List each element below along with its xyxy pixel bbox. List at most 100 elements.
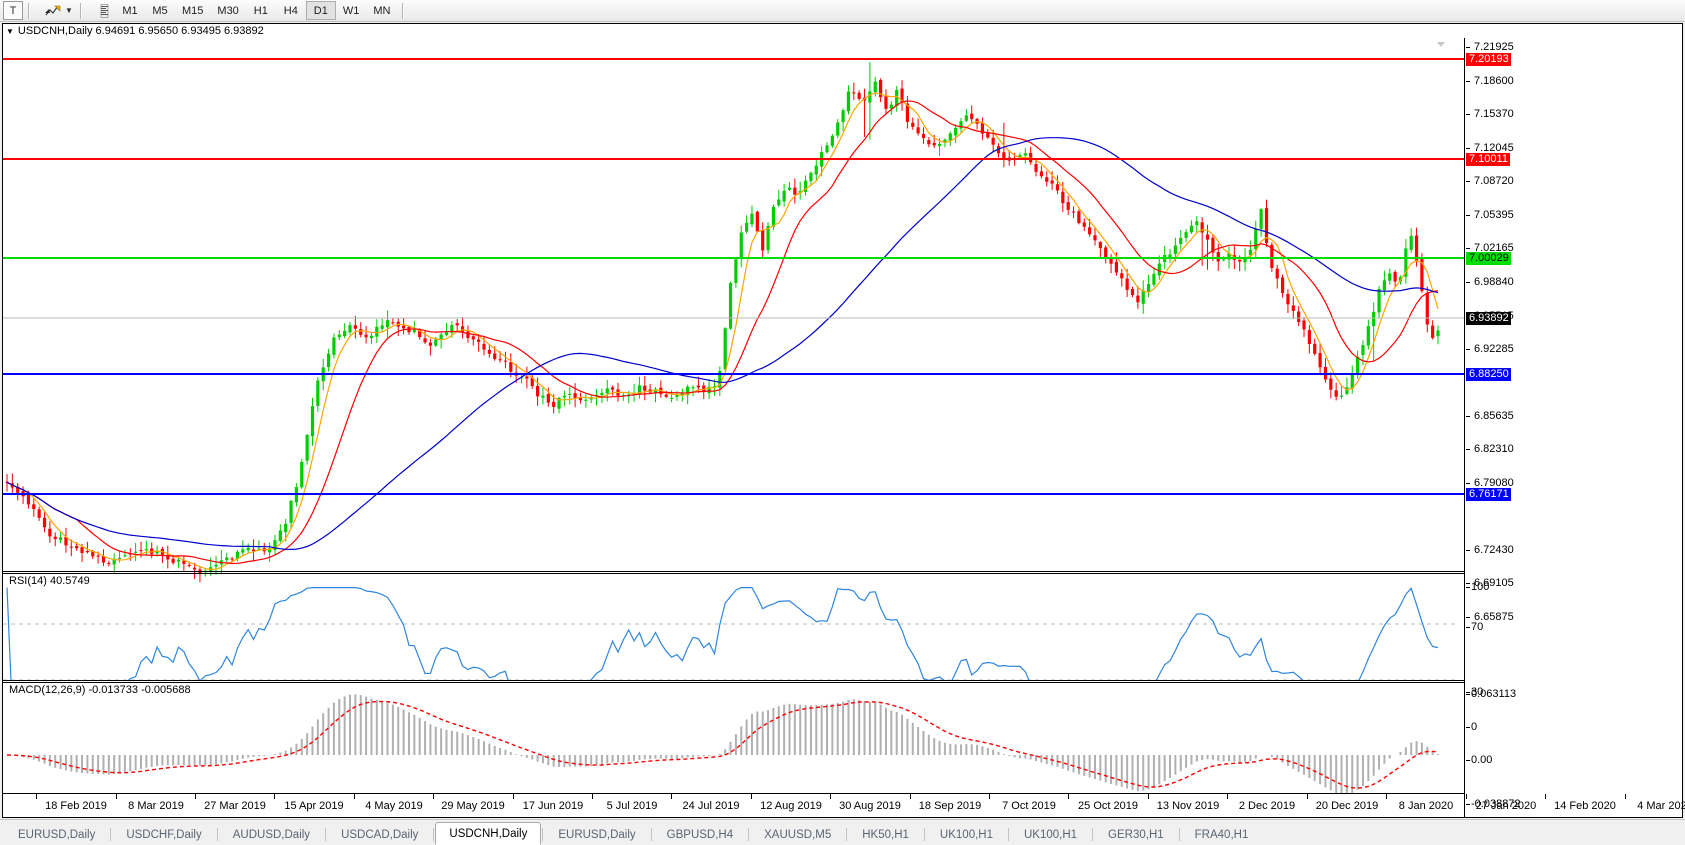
date-axis[interactable]: 18 Feb 2019 8 Mar 2019 27 Mar 2019 15 Apr 2… — [3, 793, 1685, 817]
collapse-caret-icon[interactable]: ▼ — [6, 26, 14, 36]
rsi-axis-tick — [1466, 587, 1470, 588]
rsi-axis-label: 70 — [1471, 621, 1484, 633]
axis-tick — [1466, 282, 1470, 283]
price-axis-label: 7.05395 — [1474, 209, 1514, 221]
date-axis-label: 29 May 2019 — [441, 800, 505, 812]
axis-tick — [1466, 47, 1470, 48]
macd-axis-label: 0.00 — [1471, 754, 1493, 766]
price-axis-label: 7.18600 — [1474, 75, 1514, 87]
timeframe-h1[interactable]: H1 — [253, 4, 268, 17]
date-axis-label: 5 Jul 2019 — [606, 800, 658, 812]
price-axis[interactable]: 7.21925 7.18600 7.15370 7.12045 7.08720 7.053… — [1464, 24, 1682, 817]
chart-tab-usdcad-daily[interactable]: USDCAD,Daily — [341, 829, 419, 841]
date-axis-label: 27 Mar 2019 — [204, 800, 266, 812]
date-axis-label: 20 Dec 2019 — [1315, 800, 1379, 812]
price-series-svg — [5, 62, 1440, 583]
chart-tab-fra40-h1[interactable]: FRA40,H1 — [1194, 829, 1249, 841]
macd-panel-separator-2 — [3, 682, 1464, 683]
timeframe-m5[interactable]: M5 — [152, 4, 168, 17]
chart-tab-eurusd-daily[interactable]: EURUSD,Daily — [558, 829, 636, 841]
date-tick — [36, 794, 37, 799]
date-tick — [1466, 794, 1467, 799]
date-tick — [116, 794, 117, 799]
macd-indicator-label[interactable]: MACD(12,26,9) -0.013733 -0.005688 — [7, 684, 193, 696]
date-axis-label: 2 Dec 2019 — [1238, 800, 1296, 812]
price-axis-label: 6.79080 — [1474, 477, 1514, 489]
rsi-panel-separator — [3, 571, 1464, 572]
chart-tab-usdchf-daily[interactable]: USDCHF,Daily — [126, 829, 202, 841]
price-axis-label: 7.02165 — [1474, 242, 1514, 254]
tab-divider — [1178, 828, 1180, 841]
date-axis-label: 14 Feb 2020 — [1554, 800, 1616, 812]
price-level-chip-pivot-green[interactable]: 7.00029 — [1466, 252, 1511, 265]
axis-tick — [1466, 81, 1470, 82]
macd-axis-label: 0.063113 — [1471, 688, 1517, 700]
price-axis-label: 6.69105 — [1474, 577, 1514, 589]
date-tick — [1625, 794, 1626, 799]
chart-tab-ger30-h1[interactable]: GER30,H1 — [1108, 829, 1164, 841]
price-axis-label: 6.82310 — [1474, 443, 1514, 455]
moving-average-14 — [6, 100, 1439, 565]
chart-tab-eurusd-daily[interactable]: EURUSD,Daily — [18, 829, 96, 841]
scroll-indicator-icon[interactable] — [1437, 42, 1445, 48]
tab-divider — [110, 828, 112, 841]
axis-tick — [1466, 617, 1470, 618]
date-tick — [830, 794, 831, 799]
chart-tab-hk50-h1[interactable]: HK50,H1 — [862, 829, 909, 841]
moving-average-50 — [6, 137, 1439, 551]
rsi-plot[interactable] — [3, 574, 1464, 681]
date-axis-label: 7 Oct 2019 — [1002, 800, 1056, 812]
rsi-line — [6, 587, 1439, 681]
timeframe-m1[interactable]: M1 — [122, 4, 138, 17]
price-level-chip-last-price[interactable]: 6.93892 — [1466, 312, 1511, 325]
price-plot-area[interactable] — [3, 24, 1464, 817]
axis-tick — [1466, 148, 1470, 149]
chevron-down-icon[interactable]: ▼ — [65, 6, 73, 15]
timeframe-h4[interactable]: H4 — [283, 4, 298, 17]
tab-divider — [1007, 828, 1009, 841]
macd-plot[interactable] — [3, 683, 1464, 793]
timeframe-m30[interactable]: M30 — [217, 4, 239, 17]
chart-tab-uk100-h1[interactable]: UK100,H1 — [939, 829, 993, 841]
date-axis-label: 27 Jan 2020 — [1475, 800, 1537, 812]
chart-tab-uk100-h1[interactable]: UK100,H1 — [1023, 829, 1078, 841]
rsi-axis-tick — [1466, 692, 1470, 693]
price-level-chip-support-2[interactable]: 6.76171 — [1466, 488, 1511, 501]
rsi-axis-label: 100 — [1471, 581, 1490, 593]
macd-axis-tick — [1466, 694, 1470, 695]
axis-tick — [1466, 449, 1470, 450]
price-level-chip-resistance-1[interactable]: 7.20193 — [1466, 53, 1511, 66]
price-axis-label: 6.98840 — [1474, 276, 1514, 288]
price-level-chip-resistance-2[interactable]: 7.10011 — [1466, 153, 1510, 166]
text-tool-icon[interactable]: T — [3, 1, 23, 20]
date-axis-label: 25 Oct 2019 — [1078, 800, 1138, 812]
tab-divider — [216, 828, 218, 841]
date-tick — [1148, 794, 1149, 799]
main-toolbar: T ▼ M1 M5 M15 M30 H1 H4 D1 W1 MN — [0, 0, 1685, 22]
chart-tab-audusd-daily[interactable]: AUDUSD,Daily — [232, 829, 311, 841]
date-tick — [513, 794, 514, 799]
date-tick — [274, 794, 275, 799]
timeframe-d1[interactable]: D1 — [305, 1, 336, 20]
rsi-indicator-label[interactable]: RSI(14) 40.5749 — [7, 575, 92, 587]
date-tick — [751, 794, 752, 799]
timeframe-mn[interactable]: MN — [373, 4, 391, 17]
symbol-ohlc-label: USDCNH,Daily 6.94691 6.95650 6.93495 6.9… — [17, 25, 264, 37]
date-axis-label: 4 Mar 2020 — [1637, 800, 1685, 812]
date-axis-label: 18 Feb 2019 — [45, 800, 107, 812]
chart-canvas-window[interactable]: ▼ USDCNH,Daily 6.94691 6.95650 6.93495 6… — [2, 23, 1685, 818]
chart-tab-xauusd-m5[interactable]: XAUUSD,M5 — [764, 829, 832, 841]
chart-tab-gbpusd-h4[interactable]: GBPUSD,H4 — [666, 829, 734, 841]
timeframe-w1[interactable]: W1 — [342, 4, 360, 17]
timeframe-m15[interactable]: M15 — [182, 4, 204, 17]
macd-axis-tick — [1466, 760, 1470, 761]
chart-tab-usdcnh-daily[interactable]: USDCNH,Daily — [435, 822, 542, 845]
price-level-chip-support-1[interactable]: 6.88250 — [1466, 368, 1511, 381]
price-axis-label: 7.08720 — [1474, 175, 1514, 187]
indicators-icon[interactable] — [41, 1, 63, 20]
moving-average-5 — [6, 92, 1439, 571]
price-axis-label: 7.15370 — [1474, 108, 1514, 120]
axis-tick — [1466, 215, 1470, 216]
macd-axis-label: -0.038872 — [1471, 798, 1521, 810]
